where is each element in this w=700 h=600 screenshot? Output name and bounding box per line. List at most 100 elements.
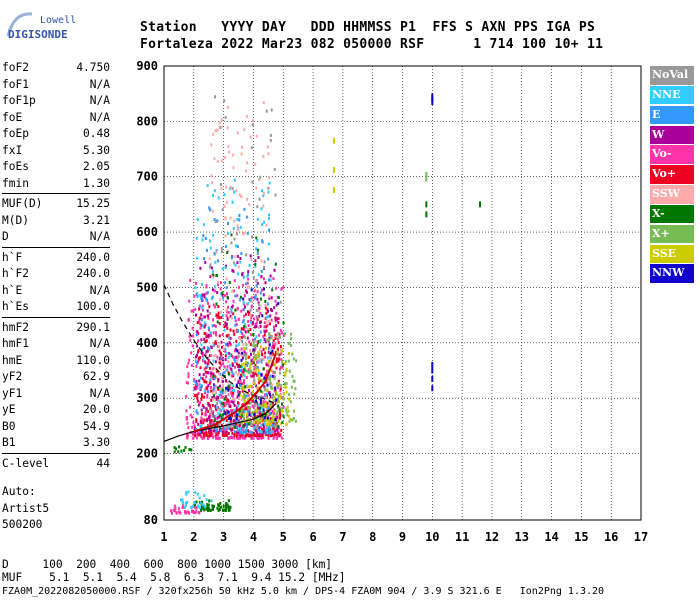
echo-point — [277, 404, 280, 408]
echo-point — [262, 436, 265, 440]
echo-point — [225, 277, 228, 281]
echo-point — [254, 259, 257, 263]
echo-point — [230, 417, 233, 421]
echo-point — [187, 317, 190, 321]
echo-point — [258, 435, 261, 439]
echo-point — [267, 186, 270, 190]
echo-point — [213, 396, 216, 400]
echo-point — [195, 313, 197, 317]
echo-point — [228, 387, 231, 390]
echo-point — [201, 359, 204, 363]
echo-point — [238, 213, 241, 217]
echo-point — [249, 343, 252, 347]
echo-point — [263, 333, 266, 337]
echo-point — [202, 315, 205, 319]
echo-point — [229, 216, 232, 220]
echo-point — [268, 296, 271, 300]
echo-point — [256, 239, 259, 243]
echo-point — [265, 380, 268, 384]
echo-point — [256, 297, 259, 301]
echo-point — [175, 447, 178, 451]
echo-point — [218, 422, 221, 426]
echo-point — [198, 316, 201, 320]
echo-point — [266, 428, 269, 432]
echo-point — [242, 408, 245, 412]
echo-point — [212, 394, 215, 398]
x-tick-label: 16 — [604, 530, 618, 544]
echo-point — [237, 265, 240, 269]
echo-point — [202, 434, 205, 438]
echo-point — [205, 407, 208, 411]
echo-point — [195, 418, 198, 422]
echo-point — [203, 293, 206, 297]
echo-point — [255, 410, 258, 414]
echo-point — [186, 500, 189, 504]
echo-point — [220, 404, 223, 408]
echo-point — [257, 360, 260, 364]
echo-point — [184, 501, 187, 505]
echo-point — [200, 306, 203, 310]
echo-point — [271, 427, 274, 431]
echo-point — [280, 396, 283, 400]
echo-point — [258, 409, 261, 413]
echo-point — [208, 415, 210, 419]
echo-point — [273, 412, 276, 416]
echo-point — [247, 355, 250, 359]
echo-point — [227, 311, 230, 315]
echo-point — [259, 348, 261, 352]
param-key: foEp — [2, 127, 29, 140]
echo-point — [219, 396, 222, 400]
echo-point — [255, 335, 258, 339]
echo-point — [288, 352, 290, 355]
echo-point — [274, 420, 277, 424]
echo-point — [234, 378, 237, 382]
echo-point — [243, 207, 246, 211]
echo-point — [227, 144, 230, 148]
echo-point — [251, 423, 254, 426]
echo-point — [275, 436, 278, 440]
echo-point — [208, 429, 211, 433]
echo-point — [252, 406, 255, 410]
echo-point — [277, 419, 279, 422]
param-value: N/A — [89, 283, 110, 297]
echo-point — [209, 331, 212, 335]
echo-point — [194, 281, 197, 285]
echo-point — [273, 306, 276, 310]
echo-point — [217, 433, 220, 437]
echo-point — [210, 410, 213, 414]
echo-point — [261, 352, 264, 356]
echo-point — [263, 325, 266, 329]
echo-point — [260, 350, 263, 354]
echo-point — [221, 358, 224, 362]
echo-point — [206, 395, 209, 399]
echo-point — [221, 208, 224, 212]
echo-point — [265, 392, 268, 396]
echo-point — [243, 397, 246, 401]
echo-point — [189, 405, 192, 409]
echo-point — [262, 357, 265, 361]
echo-point — [274, 370, 277, 374]
echo-point — [203, 315, 206, 319]
echo-point — [199, 435, 202, 439]
echo-point — [196, 330, 199, 334]
echo-point — [222, 413, 225, 416]
echo-point — [229, 353, 232, 357]
echo-point — [260, 360, 263, 364]
echo-point — [245, 290, 248, 294]
echo-point — [236, 224, 239, 228]
echo-point — [232, 299, 235, 303]
param-value: 3.30 — [83, 436, 110, 449]
echo-point — [227, 356, 230, 360]
echo-point — [275, 366, 278, 370]
echo-point — [215, 302, 218, 306]
echo-point — [246, 417, 249, 421]
echo-point — [233, 409, 236, 413]
echo-point — [268, 175, 270, 179]
param-value: 15.25 — [76, 197, 110, 210]
echo-point — [192, 421, 195, 424]
echo-point — [240, 152, 243, 156]
echo-point — [210, 389, 213, 393]
echo-point — [207, 334, 209, 338]
legend-item: X+ — [650, 224, 694, 244]
param-value: N/A — [89, 386, 110, 400]
